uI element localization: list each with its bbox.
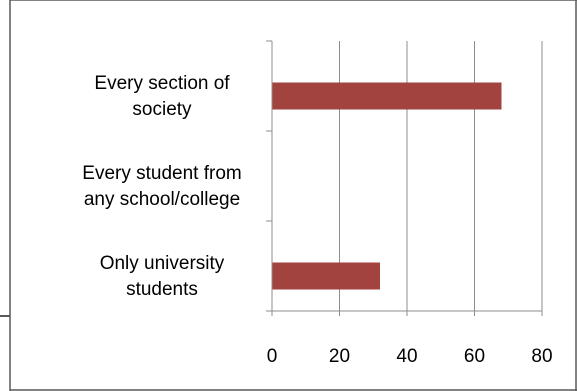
category-labels: Every section of society Every student fro…	[82, 73, 241, 300]
category-label: society	[132, 99, 192, 120]
x-tick-label: 40	[396, 346, 417, 367]
x-tick-label: 80	[531, 346, 552, 367]
bar	[272, 262, 380, 290]
category-label: any school/college	[84, 189, 240, 210]
x-tick-label: 60	[464, 346, 485, 367]
x-tick-label: 20	[329, 346, 350, 367]
bar	[272, 82, 502, 110]
x-tick-label: 0	[267, 346, 278, 367]
category-label: Only university	[100, 253, 225, 274]
bars	[272, 82, 502, 290]
category-label: Every student from	[82, 163, 241, 184]
category-label: Every section of	[94, 73, 230, 94]
category-axis	[266, 40, 273, 316]
category-label: students	[126, 279, 198, 300]
x-tick-labels: 0 20 40 60 80	[267, 346, 553, 367]
